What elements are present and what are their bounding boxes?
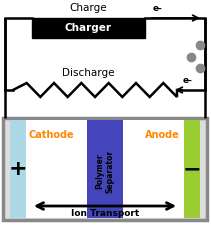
Text: Ion Transport: Ion Transport [71,209,139,218]
Text: −: − [183,159,201,179]
Text: Anode: Anode [145,130,179,140]
Bar [10,120,200,218]
Bar [10,120,26,218]
Bar [3,118,207,220]
Text: Charge: Charge [70,3,107,13]
Text: e-: e- [183,76,193,85]
Text: Discharge: Discharge [62,68,114,78]
Text: Polymer
Separator: Polymer Separator [95,149,115,192]
Bar [87,120,123,218]
Bar [184,120,200,218]
Text: +: + [9,159,27,179]
Bar [32,18,145,38]
Text: Charger: Charger [65,23,112,33]
Text: e-: e- [153,4,163,13]
Text: Cathode: Cathode [28,130,74,140]
